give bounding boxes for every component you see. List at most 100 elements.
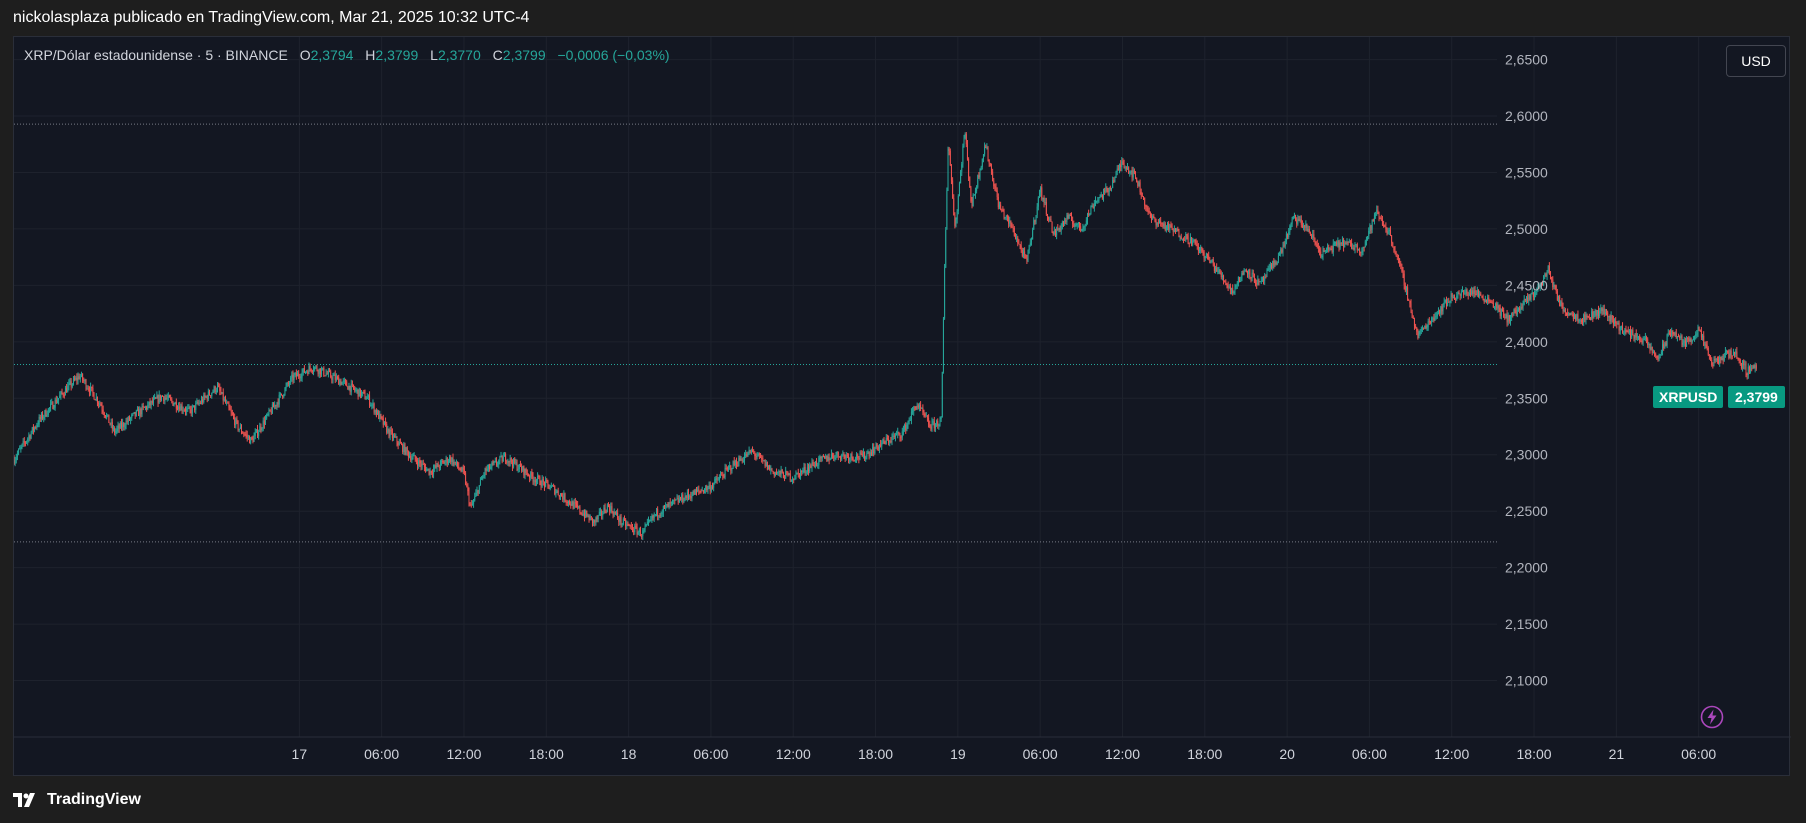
lightning-bolt-icon[interactable] xyxy=(1700,705,1724,729)
candle-body xyxy=(365,399,367,401)
candle-body xyxy=(952,180,954,199)
candle-body xyxy=(857,454,859,459)
candle-body xyxy=(239,426,241,429)
candle-body xyxy=(125,421,127,427)
candle-body xyxy=(259,426,261,432)
candle-body xyxy=(1199,250,1201,252)
candle-body xyxy=(587,515,589,517)
candle-body xyxy=(732,461,734,469)
candle-body xyxy=(1641,341,1643,343)
legend-symbol[interactable]: XRP/Dólar estadounidense · 5 · BINANCE xyxy=(24,47,288,63)
tradingview-brand[interactable]: TradingView xyxy=(13,791,141,809)
candle-body xyxy=(438,466,440,468)
candle-body xyxy=(1720,356,1722,361)
candle-body xyxy=(777,471,779,474)
candle-body xyxy=(1312,234,1314,238)
candle-body xyxy=(1308,228,1310,233)
candle-body xyxy=(738,457,740,466)
price-chart[interactable]: 2,65002,60002,55002,50002,45002,40002,35… xyxy=(14,37,1791,777)
candle-body xyxy=(246,434,248,438)
candle-body xyxy=(1623,333,1625,335)
candle-body xyxy=(522,466,524,471)
candle-body xyxy=(605,511,607,513)
candle-body xyxy=(14,459,15,464)
candle-body xyxy=(636,527,638,535)
candle-body xyxy=(158,394,160,403)
candle-body xyxy=(1402,271,1404,274)
legend-high-value: 2,3799 xyxy=(375,47,419,63)
candle-body xyxy=(1177,228,1179,232)
candle-body xyxy=(1128,167,1130,174)
candle-body xyxy=(315,366,317,368)
candle-body xyxy=(311,370,313,372)
candle-body xyxy=(1531,292,1533,295)
candle-body xyxy=(156,395,158,399)
candle-body xyxy=(1322,250,1324,256)
chart-panel[interactable]: 2,6500 2,6000 2,5500 2,5000 2,4500 2,4000 2,35… xyxy=(13,36,1791,777)
candle-body xyxy=(1364,241,1366,248)
candle-body xyxy=(172,401,174,406)
legend-close-label: C xyxy=(492,47,503,63)
candle-body xyxy=(1441,306,1443,312)
candle-body xyxy=(932,421,934,423)
candle-body xyxy=(928,417,930,425)
candle-body xyxy=(1121,161,1123,168)
candle-body xyxy=(1178,231,1180,238)
candle-body xyxy=(1498,305,1500,308)
currency-button[interactable]: USD xyxy=(1726,45,1786,77)
x-axis-tick-label: 21 xyxy=(1609,746,1625,762)
candle-body xyxy=(1571,313,1573,315)
candle-body xyxy=(810,465,812,468)
candle-body xyxy=(1598,309,1600,317)
candle-body xyxy=(375,409,377,415)
candle-body xyxy=(1137,182,1139,187)
candle-body xyxy=(216,385,218,391)
candle-body xyxy=(271,404,273,414)
candle-body xyxy=(1292,216,1294,220)
candle-body xyxy=(94,399,96,401)
candle-body xyxy=(170,397,172,399)
candle-body xyxy=(380,414,382,417)
candle-body xyxy=(491,462,493,467)
candle-body xyxy=(1217,270,1219,272)
candle-body xyxy=(1394,250,1396,253)
candle-body xyxy=(1033,220,1035,230)
candle-body xyxy=(463,469,465,474)
candle-body xyxy=(87,388,89,390)
candle-body xyxy=(1553,284,1555,288)
candle-body xyxy=(386,424,388,433)
candle-body xyxy=(475,492,477,497)
candle-body xyxy=(638,529,640,532)
candle-body xyxy=(409,455,411,458)
candle-body xyxy=(46,414,48,417)
candle-body xyxy=(468,491,470,504)
candle-body xyxy=(1106,187,1108,189)
candle-body xyxy=(67,385,69,393)
candle-body xyxy=(1632,329,1634,336)
candle-body xyxy=(1745,364,1747,374)
candle-body xyxy=(684,495,686,501)
candle-body xyxy=(769,465,771,471)
candle-body xyxy=(1587,315,1589,318)
candle-body xyxy=(1277,255,1279,262)
candle-body xyxy=(1353,247,1355,250)
candle-body xyxy=(1604,312,1606,315)
candle-body xyxy=(809,465,811,472)
candle-body xyxy=(61,391,63,394)
candle-body xyxy=(931,421,933,430)
candle-body xyxy=(644,526,646,530)
candle-body xyxy=(1495,303,1497,307)
candle-body xyxy=(754,452,756,456)
candle-body xyxy=(251,437,253,439)
candle-body xyxy=(1722,357,1724,361)
candle-body xyxy=(1719,356,1721,364)
candle-body xyxy=(674,499,676,501)
candle-body xyxy=(32,427,34,431)
candle-body xyxy=(119,422,121,429)
candle-body xyxy=(1386,228,1388,234)
candle-body xyxy=(66,388,68,393)
candle-body xyxy=(124,426,126,428)
candle-body xyxy=(1290,223,1292,226)
candle-body xyxy=(670,501,672,504)
candle-body xyxy=(20,446,22,449)
